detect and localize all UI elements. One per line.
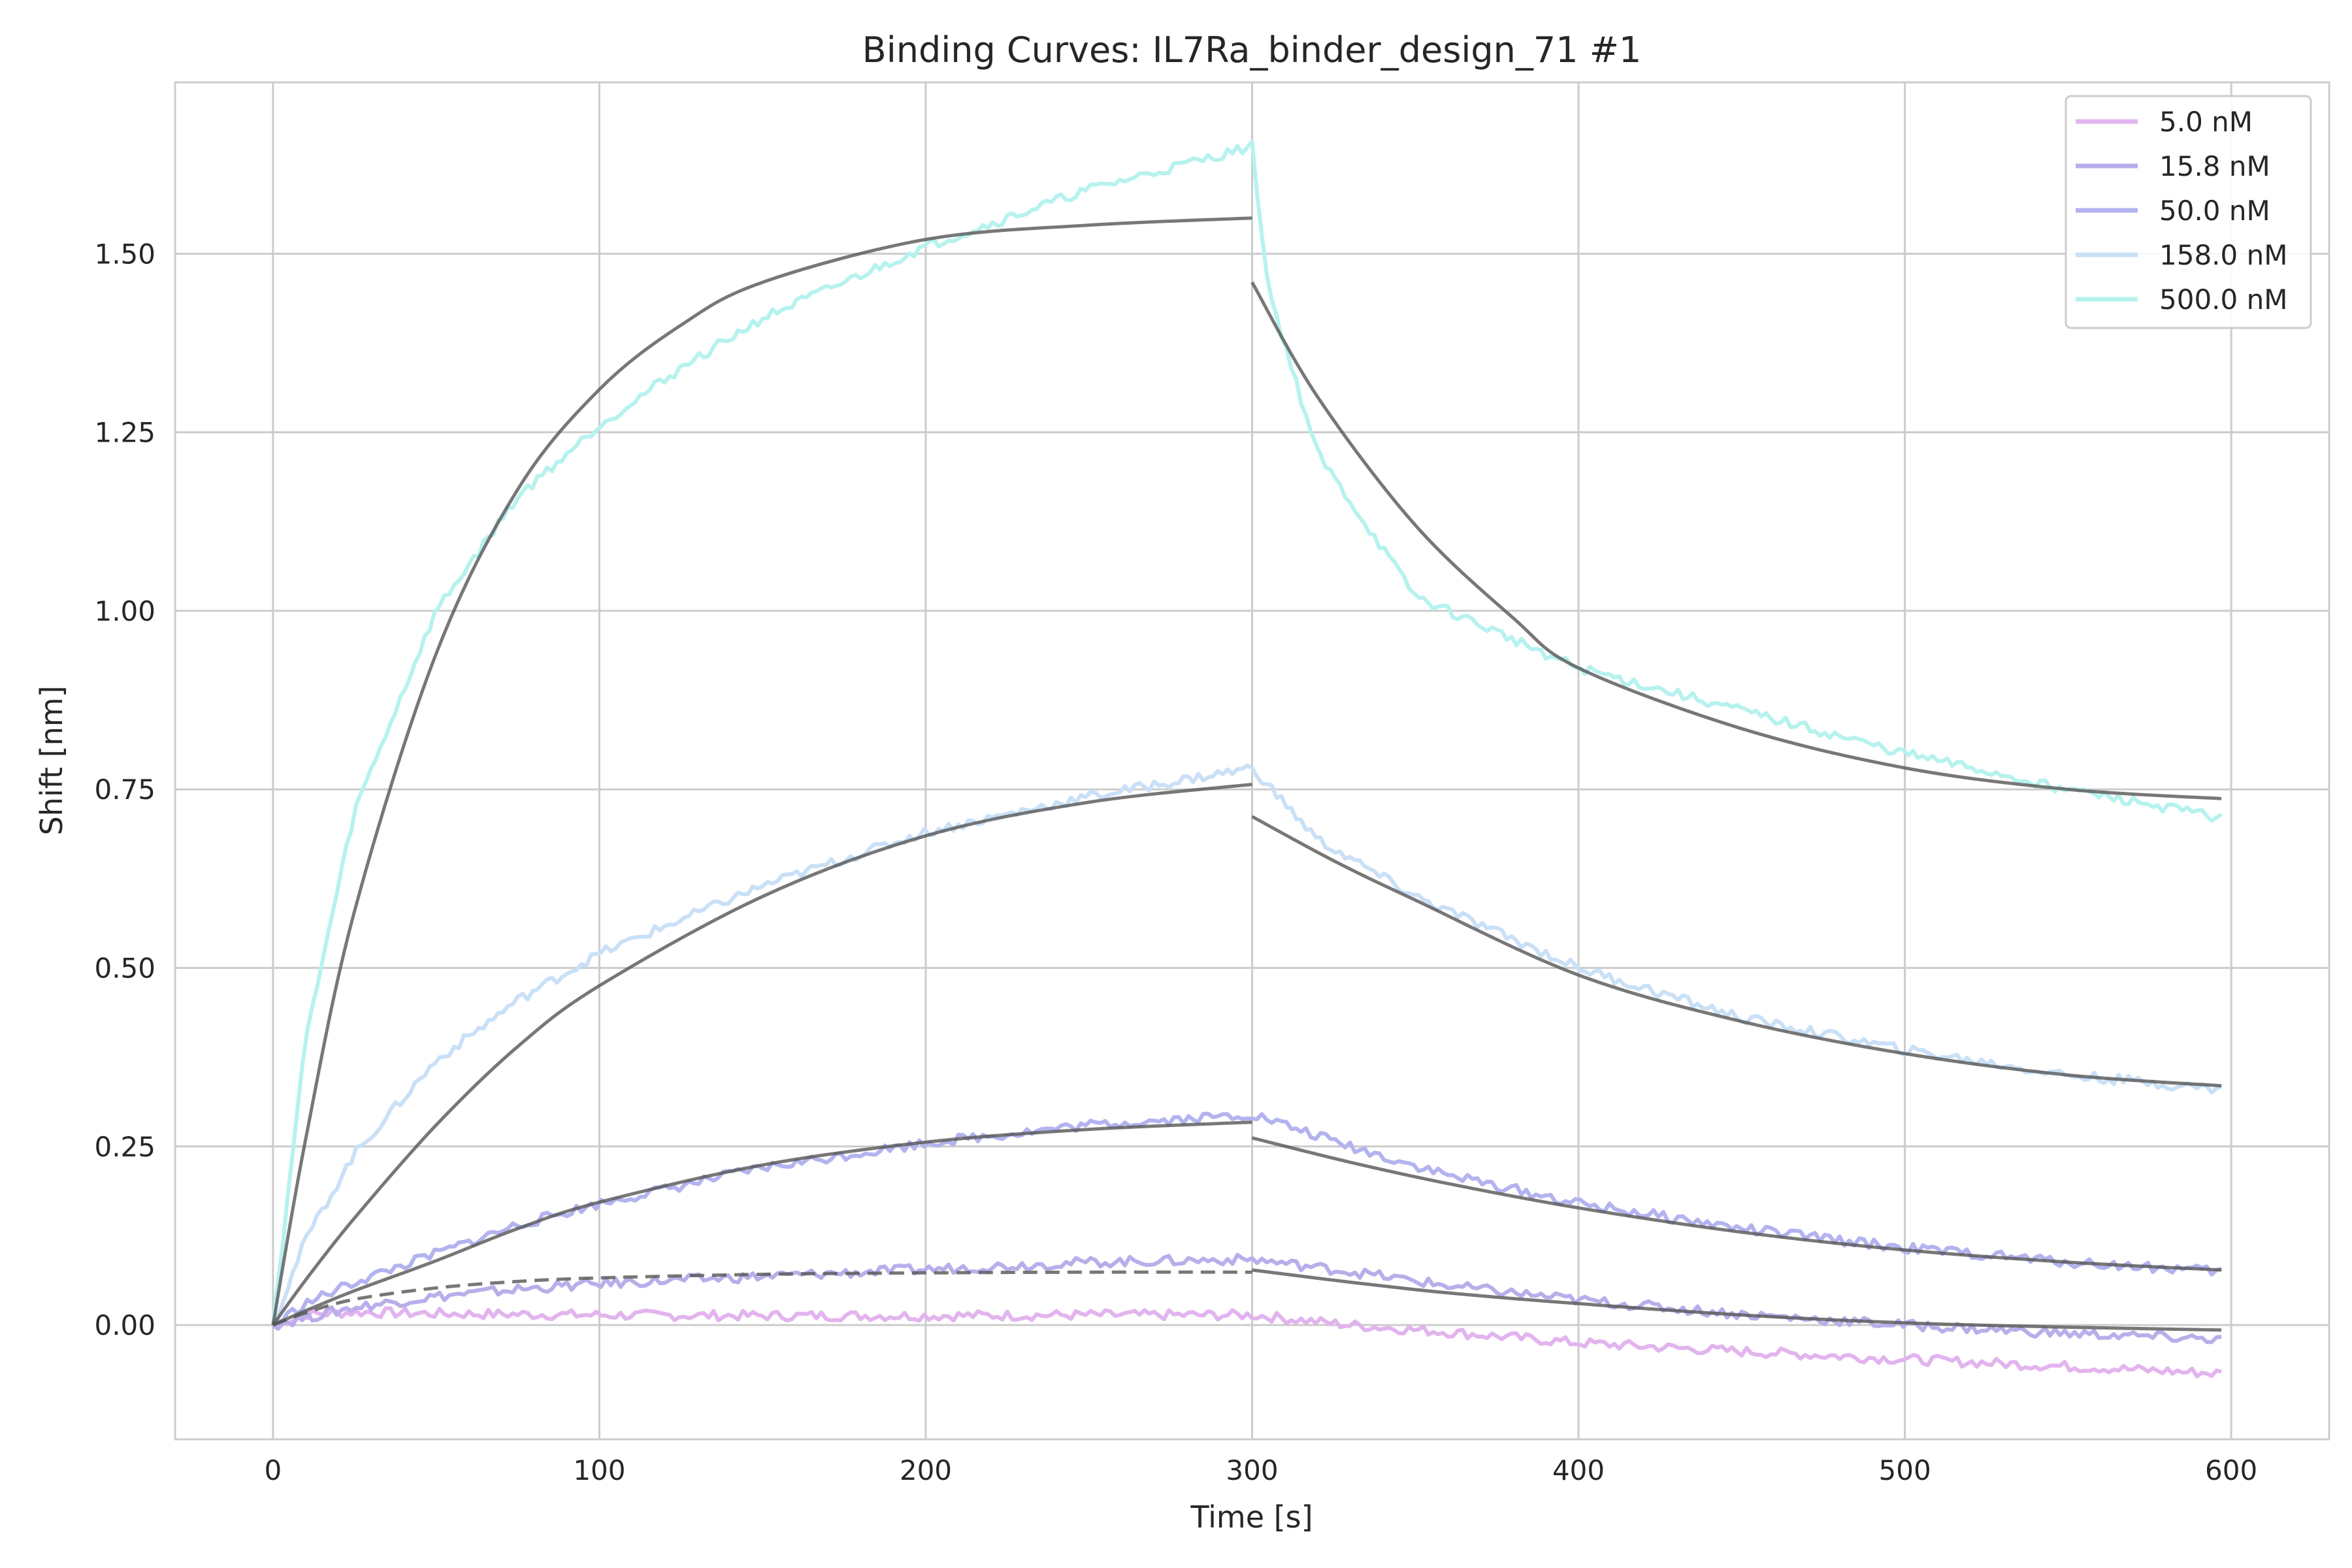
x-tick-label: 300 <box>1226 1454 1278 1486</box>
series-line <box>272 1306 2222 1379</box>
x-tick-label: 200 <box>900 1454 952 1486</box>
x-axis-label: Time [s] <box>1190 1499 1313 1535</box>
x-tick-label: 100 <box>573 1454 625 1486</box>
fit-line <box>272 1270 1252 1327</box>
legend-label: 158.0 nM <box>2159 239 2287 271</box>
fit-line <box>271 216 1252 1326</box>
fit-line <box>1252 1268 2222 1332</box>
legend-label: 500.0 nM <box>2159 284 2287 316</box>
legend-label: 50.0 nM <box>2159 195 2270 227</box>
legend: 5.0 nM 15.8 nM 50.0 nM 158.0 nM 500.0 nM <box>2065 95 2312 329</box>
series-line <box>271 763 2223 1326</box>
fit-line <box>272 1120 1252 1327</box>
y-tick-label: 0.50 <box>94 953 155 985</box>
fit-line <box>1250 281 2222 800</box>
y-tick-label: 0.00 <box>94 1309 155 1341</box>
x-tick-label: 600 <box>2205 1454 2257 1486</box>
grid <box>175 82 2329 1439</box>
chart-title: Binding Curves: IL7Ra_binder_design_71 #… <box>862 29 1642 71</box>
series-line <box>270 139 2223 1326</box>
y-tick-label: 1.00 <box>94 595 155 627</box>
fit-line <box>271 783 1252 1326</box>
legend-label: 15.8 nM <box>2159 150 2270 182</box>
fit-line <box>1251 815 2222 1088</box>
legend-items: 5.0 nM 15.8 nM 50.0 nM 158.0 nM 500.0 nM <box>2076 106 2287 316</box>
x-tick-label: 0 <box>264 1454 282 1486</box>
fit-layer <box>271 216 2222 1332</box>
series-line <box>272 1111 2222 1327</box>
fit-line <box>1251 1136 2222 1272</box>
y-tick-label: 0.25 <box>94 1131 155 1163</box>
y-tick-label: 1.25 <box>94 417 155 449</box>
y-axis-label: Shift [nm] <box>34 685 69 835</box>
legend-box <box>2065 95 2312 329</box>
legend-label: 5.0 nM <box>2159 106 2253 138</box>
tick-labels: 0 100 200 300 400 500 600 0.00 0.25 0.50 0.75 1.00 1… <box>94 238 2257 1486</box>
y-tick-label: 1.50 <box>94 238 155 270</box>
x-tick-label: 400 <box>1552 1454 1605 1486</box>
x-tick-label: 500 <box>1879 1454 1931 1486</box>
plot-frame <box>174 81 2330 1441</box>
y-tick-label: 0.75 <box>94 774 155 806</box>
